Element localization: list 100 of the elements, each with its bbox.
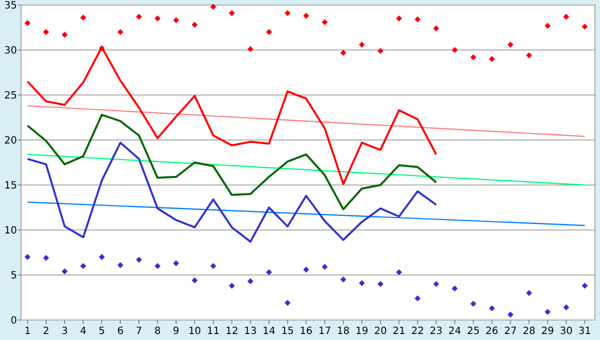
y-tick-label: 0	[10, 316, 17, 326]
point	[507, 312, 514, 318]
point	[210, 263, 216, 269]
point	[507, 42, 514, 48]
x-tick-label: 1	[24, 326, 31, 337]
x-tick-label: 11	[206, 326, 220, 337]
point	[358, 280, 365, 286]
point	[377, 281, 384, 287]
point	[80, 14, 86, 21]
point	[266, 29, 272, 35]
point	[192, 277, 198, 284]
point	[526, 52, 532, 58]
point	[136, 256, 142, 263]
point	[24, 20, 30, 26]
point	[154, 263, 161, 269]
point	[62, 32, 68, 38]
point	[452, 286, 458, 292]
y-tick-label: 20	[4, 136, 17, 146]
point	[433, 25, 440, 32]
point	[284, 10, 291, 16]
x-tick-label: 26	[486, 326, 498, 337]
x-tick-label: 3	[61, 326, 68, 337]
point	[488, 56, 495, 62]
y-tick-label: 35	[4, 0, 17, 12]
x-tick-label: 31	[578, 326, 592, 337]
point	[173, 260, 180, 266]
point	[414, 295, 421, 302]
point	[358, 42, 365, 48]
x-tick-label: 19	[356, 326, 368, 337]
point	[470, 54, 476, 60]
x-tick-label: 12	[225, 326, 238, 337]
point	[284, 300, 291, 306]
point	[210, 4, 216, 10]
y-tick-label: 30	[4, 46, 17, 56]
point	[340, 276, 346, 282]
line-series	[26, 114, 438, 210]
x-tick-label: 14	[262, 326, 276, 337]
y-tick-label: 5	[10, 270, 17, 282]
point	[43, 29, 50, 35]
point	[228, 282, 235, 289]
x-tick-label: 20	[374, 326, 387, 337]
x-tick-label: 24	[448, 326, 462, 337]
x-tick-label: 6	[117, 326, 124, 337]
point	[396, 16, 402, 22]
point	[80, 263, 86, 269]
x-tick-label: 16	[300, 326, 313, 337]
point	[173, 17, 180, 24]
point	[488, 305, 495, 312]
point	[377, 48, 384, 54]
line-series	[26, 46, 438, 186]
point	[322, 19, 328, 26]
x-tick-label: 30	[560, 326, 573, 337]
point	[117, 262, 124, 268]
point	[117, 29, 124, 35]
point	[98, 45, 105, 52]
x-tick-label: 8	[154, 326, 161, 337]
point	[563, 14, 570, 20]
point	[340, 50, 346, 56]
point	[303, 12, 310, 19]
point	[192, 22, 198, 28]
point	[544, 22, 551, 29]
y-tick-label: 25	[4, 90, 17, 102]
y-tick-label: 10	[4, 226, 17, 236]
point	[526, 290, 532, 296]
point	[247, 278, 254, 284]
point	[303, 266, 310, 273]
point	[62, 268, 68, 274]
x-tick-label: 22	[411, 326, 424, 337]
x-tick-label: 7	[136, 326, 142, 337]
point	[322, 264, 328, 270]
point	[247, 46, 254, 52]
point	[563, 304, 570, 310]
x-tick-label: 21	[392, 326, 406, 337]
x-tick-label: 2	[42, 326, 50, 337]
x-tick-label: 28	[522, 326, 536, 337]
point	[582, 282, 588, 289]
point	[24, 254, 30, 260]
x-tick-label: 27	[504, 326, 517, 337]
x-tick-label: 13	[244, 326, 257, 337]
point	[470, 300, 476, 307]
point	[98, 254, 105, 260]
x-tick-label: 4	[80, 326, 86, 337]
point	[228, 10, 235, 16]
y-tick-label: 15	[4, 180, 17, 192]
point	[43, 254, 50, 261]
line-series	[26, 142, 438, 243]
x-tick-label: 17	[318, 326, 332, 337]
point	[396, 269, 402, 276]
point	[414, 16, 421, 22]
point	[433, 281, 440, 287]
point	[154, 16, 161, 22]
x-tick-label: 23	[430, 326, 443, 337]
point	[544, 308, 551, 315]
x-tick-label: 25	[466, 326, 480, 337]
point	[266, 269, 272, 276]
x-tick-label: 10	[188, 326, 202, 337]
x-tick-label: 9	[172, 326, 180, 337]
x-tick-label: 15	[281, 326, 294, 337]
x-tick-label: 29	[541, 326, 554, 337]
point	[136, 14, 142, 20]
